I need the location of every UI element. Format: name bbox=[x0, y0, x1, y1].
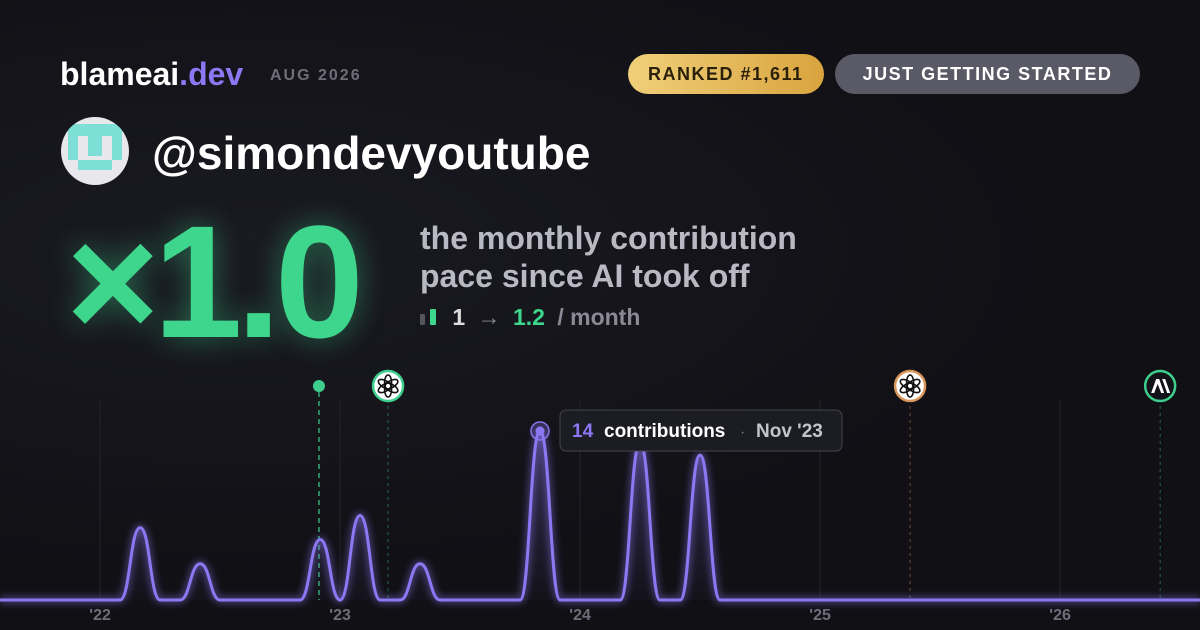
line bbox=[0, 429, 1200, 602]
highlight-dot bbox=[535, 426, 545, 436]
caption-2: pace since AI took off bbox=[420, 258, 750, 294]
avatar bbox=[61, 117, 129, 185]
x-tick-label: '25 bbox=[809, 607, 831, 624]
event-dot bbox=[312, 380, 325, 392]
pace-unit: / month bbox=[557, 304, 641, 330]
date: AUG 2026 bbox=[270, 67, 362, 84]
tooltip-box bbox=[559, 409, 843, 452]
icon-glyph bbox=[1151, 379, 1171, 393]
handle: @simondevyoutube bbox=[152, 127, 591, 179]
icon-petal bbox=[899, 378, 915, 390]
event-icon bbox=[1143, 369, 1177, 403]
x-tick-label: '26 bbox=[1049, 607, 1071, 624]
event-badge bbox=[893, 369, 927, 403]
x-tick-label: '23 bbox=[329, 607, 351, 624]
icon-petal bbox=[377, 378, 393, 390]
tooltip-date: Nov '23 bbox=[756, 421, 823, 442]
tooltip-sep: · bbox=[740, 424, 745, 441]
tooltip: 14 contributions · Nov '23 bbox=[559, 409, 843, 452]
pace-after: 1.2 bbox=[512, 304, 545, 330]
area bbox=[0, 431, 1200, 600]
x-tick-label: '24 bbox=[569, 607, 591, 624]
tooltip-value: 14 bbox=[572, 421, 594, 442]
status-pill: JUST GETTING STARTED bbox=[835, 54, 1140, 94]
tooltip-text: contributions bbox=[604, 421, 725, 442]
rank-pill: RANKED #1,611 bbox=[628, 54, 824, 94]
pace-icon bbox=[420, 309, 436, 325]
event-badge bbox=[371, 369, 405, 403]
caption-1: the monthly contribution bbox=[420, 220, 797, 256]
icon-petal bbox=[377, 382, 393, 394]
event-icon bbox=[893, 369, 927, 403]
icon-petal bbox=[899, 382, 915, 394]
pace-arrow: → bbox=[477, 304, 501, 330]
event-icon bbox=[371, 369, 405, 403]
pace: 1 → 1.2 / month bbox=[420, 304, 640, 331]
pace-before: 1 bbox=[452, 304, 466, 330]
brand: blameai.dev bbox=[60, 56, 243, 93]
multiplier: ×1.0 bbox=[66, 192, 364, 371]
brand-tld: .dev bbox=[179, 56, 244, 92]
x-tick-label: '22 bbox=[89, 607, 111, 624]
brand-name: blameai bbox=[60, 56, 180, 92]
